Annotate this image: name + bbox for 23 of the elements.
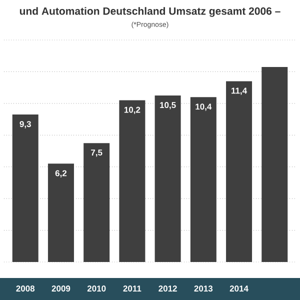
data-label: 7,5 xyxy=(91,150,102,157)
x-tick-label: 2008 xyxy=(16,286,35,292)
x-tick-label: 2012 xyxy=(158,286,177,292)
bar xyxy=(262,66,288,262)
bar xyxy=(226,81,252,262)
x-tick-label: 2013 xyxy=(194,286,213,292)
bar xyxy=(84,143,110,262)
data-label: 10,5 xyxy=(160,102,176,110)
bar xyxy=(154,95,181,262)
x-tick-label: 2010 xyxy=(87,286,106,292)
x-tick-label: 2009 xyxy=(52,286,70,292)
x-tick-label: 2011 xyxy=(123,286,142,292)
bar xyxy=(190,97,216,262)
bar xyxy=(119,100,146,262)
data-label: 6,2 xyxy=(55,170,67,178)
data-label: 9,3 xyxy=(20,121,31,128)
x-tick-label: 2014 xyxy=(230,286,248,292)
bar xyxy=(48,164,74,262)
bar xyxy=(12,114,38,262)
data-label: 11,4 xyxy=(232,88,248,95)
chart-title: und Automation Deutschland Umsatz gesamt 2006 – xyxy=(20,7,280,17)
data-label: 10,4 xyxy=(196,104,212,111)
data-label: 10,2 xyxy=(124,106,140,114)
